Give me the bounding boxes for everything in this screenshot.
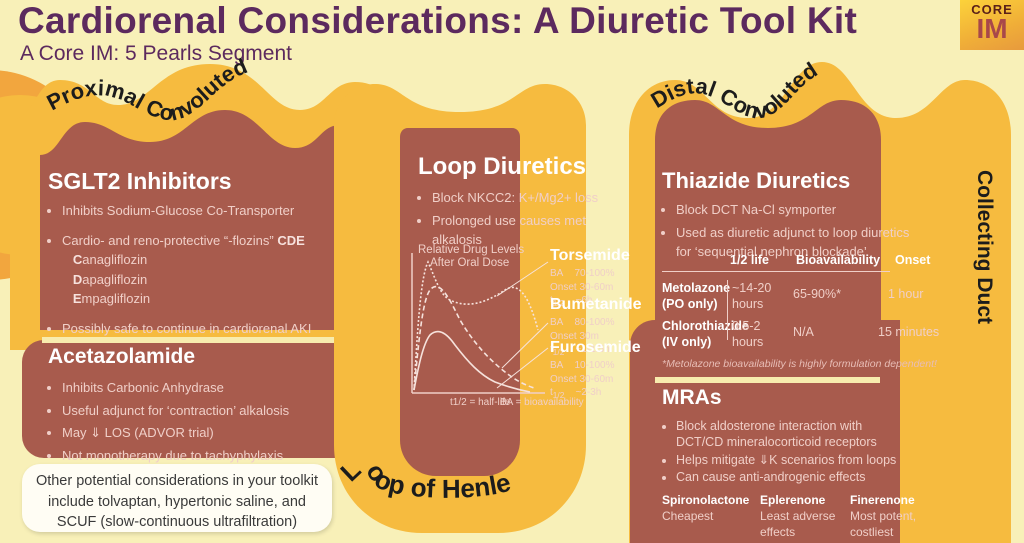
svg-text:Collecting Duct: Collecting Duct <box>973 170 996 324</box>
